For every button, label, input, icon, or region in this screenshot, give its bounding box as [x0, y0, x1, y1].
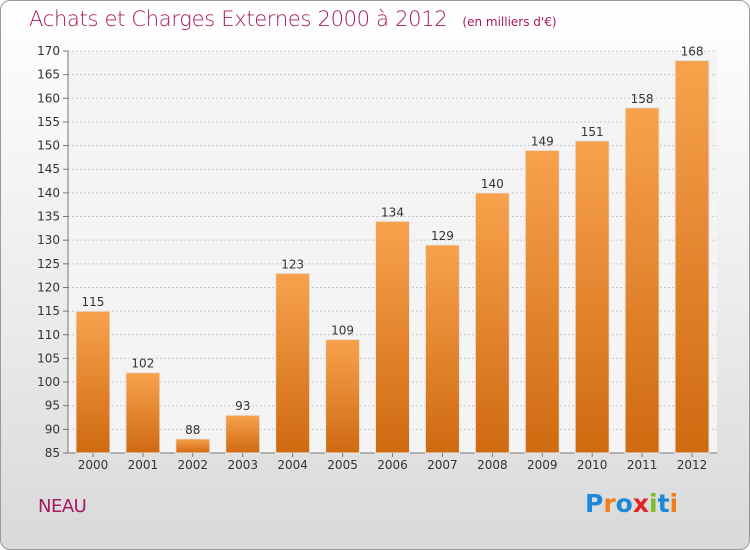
- logo-letter: i: [669, 489, 679, 518]
- logo-letter: o: [615, 489, 633, 518]
- data-label: 109: [331, 323, 354, 337]
- bar: [275, 272, 311, 454]
- bar: [474, 192, 510, 454]
- y-tick-label: 145: [37, 162, 60, 176]
- x-tick-label: 2011: [627, 458, 658, 472]
- data-label: 102: [131, 357, 154, 371]
- y-tick-label: 125: [37, 257, 60, 271]
- data-label: 88: [185, 423, 200, 437]
- y-tick-label: 165: [37, 68, 60, 82]
- data-label: 151: [581, 125, 604, 139]
- logo-letter: r: [603, 489, 616, 518]
- x-tick-label: 2001: [128, 458, 159, 472]
- y-tick-label: 150: [37, 139, 60, 153]
- data-label: 123: [281, 257, 304, 271]
- bar: [674, 59, 710, 454]
- data-label: 149: [531, 134, 554, 148]
- logo-letter: x: [632, 489, 649, 518]
- y-tick-label: 105: [37, 351, 60, 365]
- bar: [624, 107, 660, 454]
- chart-title: Achats et Charges Externes 2000 à 2012: [29, 7, 448, 31]
- y-tick-label: 115: [37, 304, 60, 318]
- bar: [175, 438, 211, 454]
- x-tick-label: 2012: [677, 458, 708, 472]
- proxiti-logo[interactable]: Proxiti: [585, 489, 678, 518]
- x-tick-label: 2008: [477, 458, 508, 472]
- x-tick-label: 2006: [377, 458, 408, 472]
- y-tick-label: 130: [37, 233, 60, 247]
- y-tick-label: 110: [37, 328, 60, 342]
- data-label: 140: [481, 177, 504, 191]
- bar: [75, 310, 111, 454]
- bar: [424, 244, 460, 454]
- y-tick-label: 85: [45, 446, 60, 460]
- logo-letter: t: [657, 489, 670, 518]
- y-tick-label: 120: [37, 280, 60, 294]
- logo-letter: i: [649, 489, 658, 518]
- data-label: 168: [681, 44, 704, 58]
- y-tick-label: 135: [37, 210, 60, 224]
- data-label: 158: [631, 92, 654, 106]
- data-label: 129: [431, 229, 454, 243]
- y-tick-label: 160: [37, 91, 60, 105]
- x-tick-label: 2005: [327, 458, 358, 472]
- logo-letter: P: [585, 489, 604, 518]
- y-tick-label: 90: [45, 422, 60, 436]
- chart-unit: (en milliers d'€): [462, 15, 557, 29]
- bar: [375, 220, 410, 454]
- bar: [125, 372, 161, 454]
- bar: [524, 149, 560, 454]
- x-tick-label: 2010: [577, 458, 608, 472]
- commune-name: NEAU: [38, 496, 87, 517]
- y-tick-label: 170: [37, 44, 60, 58]
- x-tick-label: 2009: [527, 458, 558, 472]
- x-tick-label: 2003: [227, 458, 258, 472]
- x-tick-label: 2000: [78, 458, 109, 472]
- x-tick-label: 2002: [178, 458, 209, 472]
- title-block: Achats et Charges Externes 2000 à 2012 (…: [29, 7, 557, 31]
- y-tick-label: 155: [37, 115, 60, 129]
- x-tick-label: 2007: [427, 458, 458, 472]
- bar: [225, 414, 261, 454]
- bar: [325, 338, 361, 454]
- y-tick-label: 100: [37, 375, 60, 389]
- x-tick-label: 2004: [277, 458, 308, 472]
- bar: [574, 140, 610, 454]
- data-label: 115: [82, 295, 105, 309]
- data-label: 134: [381, 205, 404, 219]
- y-tick-label: 95: [45, 399, 60, 413]
- data-label: 93: [235, 399, 250, 413]
- y-tick-label: 140: [37, 186, 60, 200]
